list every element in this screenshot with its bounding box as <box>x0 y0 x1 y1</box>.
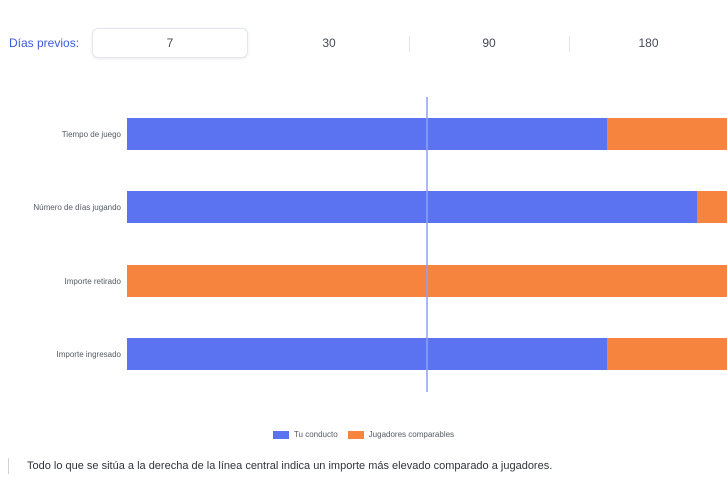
category-label: Importe retirado <box>65 277 122 286</box>
category-label: Importe ingresado <box>57 350 122 359</box>
period-option-90[interactable]: 90 <box>482 36 496 50</box>
period-option-7[interactable]: 7 <box>92 28 248 58</box>
chart-legend: Tu conducto Jugadores comparables <box>0 430 727 439</box>
bar-segment-jugadores <box>697 191 727 223</box>
bar-segment-tu-conducto <box>127 191 697 223</box>
bar-segment-jugadores <box>607 338 727 370</box>
period-separator <box>409 36 410 52</box>
footnote-text: Todo lo que se sitúa a la derecha de la … <box>27 460 553 472</box>
bar-segment-tu-conducto <box>127 118 607 150</box>
legend-label-tu-conducto: Tu conducto <box>293 430 338 439</box>
legend-swatch-tu-conducto <box>272 430 289 439</box>
category-label: Número de días jugando <box>33 203 121 212</box>
footnote-divider <box>8 458 9 474</box>
legend-item-tu-conducto: Tu conducto <box>272 430 338 439</box>
period-option-180[interactable]: 180 <box>638 36 659 50</box>
legend-swatch-jugadores <box>347 430 364 439</box>
period-option-30[interactable]: 30 <box>322 36 336 50</box>
bar-segment-jugadores <box>607 118 727 150</box>
period-selector: Días previos: 7 30 90 180 <box>0 24 727 64</box>
stacked-bar-chart: Tiempo de juego Número de días jugando Imp… <box>33 97 727 392</box>
legend-label-jugadores: Jugadores comparables <box>368 430 455 439</box>
bar-segment-tu-conducto <box>127 338 607 370</box>
period-separator <box>569 36 570 52</box>
period-label: Días previos: <box>9 36 80 50</box>
category-label: Tiempo de juego <box>62 130 122 139</box>
legend-item-jugadores: Jugadores comparables <box>347 430 455 439</box>
